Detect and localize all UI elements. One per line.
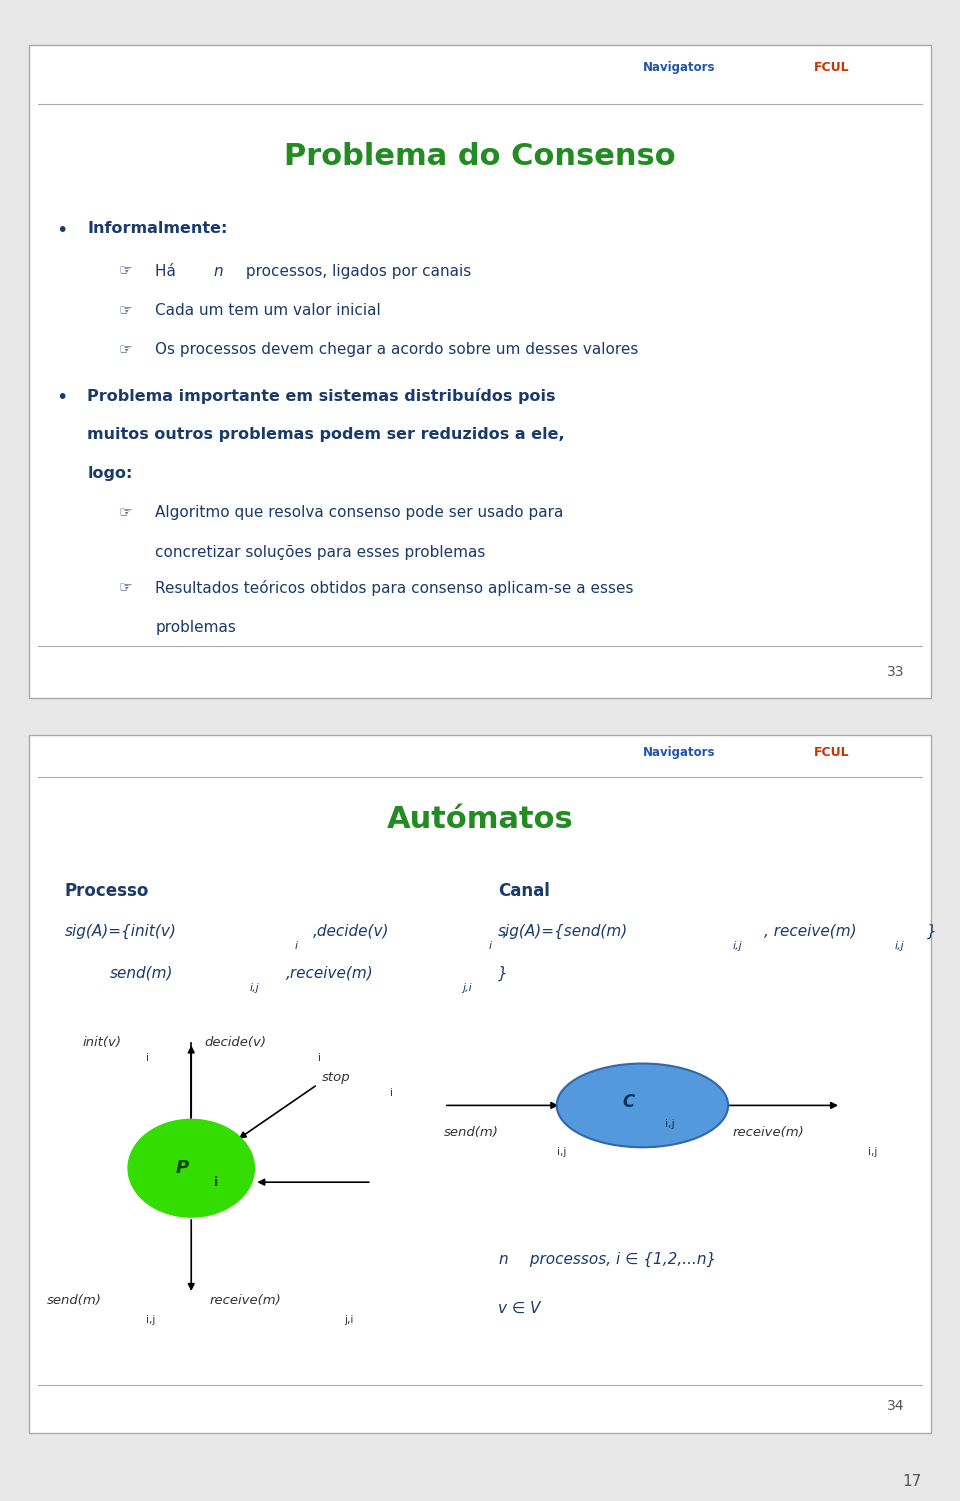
Text: ☞: ☞ (119, 581, 132, 596)
Text: processos, i ∈ {1,2,...n}: processos, i ∈ {1,2,...n} (525, 1252, 716, 1267)
Text: init(v): init(v) (83, 1036, 122, 1049)
Text: Há: Há (156, 264, 180, 279)
Text: i,j: i,j (665, 1120, 675, 1129)
Text: receive(m): receive(m) (732, 1126, 804, 1139)
Text: ,: , (503, 925, 508, 940)
Text: j,i: j,i (345, 1315, 354, 1325)
Text: Informalmente:: Informalmente: (87, 221, 228, 236)
Text: logo:: logo: (87, 467, 132, 482)
Text: •: • (56, 387, 67, 407)
Text: ☞: ☞ (119, 342, 132, 357)
Text: muitos outros problemas podem ser reduzidos a ele,: muitos outros problemas podem ser reduzi… (87, 426, 565, 441)
Text: send(m): send(m) (47, 1294, 102, 1307)
Text: i: i (489, 941, 492, 952)
Text: concretizar soluções para esses problemas: concretizar soluções para esses problema… (156, 545, 486, 560)
Text: C: C (623, 1093, 635, 1111)
Text: n: n (498, 1252, 508, 1267)
Text: i: i (295, 941, 299, 952)
Text: i,j: i,j (250, 983, 259, 994)
Text: Resultados teóricos obtidos para consenso aplicam-se a esses: Resultados teóricos obtidos para consens… (156, 581, 634, 596)
Text: i,j: i,j (895, 941, 905, 952)
Text: Problema importante em sistemas distribuídos pois: Problema importante em sistemas distribu… (87, 387, 556, 404)
Text: j,i: j,i (462, 983, 471, 994)
Text: send(m): send(m) (110, 965, 174, 980)
Text: receive(m): receive(m) (209, 1294, 281, 1307)
Text: Algoritmo que resolva consenso pode ser usado para: Algoritmo que resolva consenso pode ser … (156, 506, 564, 521)
Text: i: i (390, 1088, 393, 1097)
Text: ☞: ☞ (119, 264, 132, 279)
Text: 34: 34 (887, 1399, 904, 1412)
Text: ☞: ☞ (119, 303, 132, 318)
Text: , receive(m): , receive(m) (764, 925, 857, 940)
Text: v ∈ V: v ∈ V (498, 1301, 540, 1316)
Text: i,j: i,j (557, 1147, 566, 1157)
Text: 17: 17 (902, 1474, 922, 1489)
Text: send(m): send(m) (444, 1126, 499, 1139)
Text: Problema do Consenso: Problema do Consenso (284, 141, 676, 171)
Text: i,j: i,j (146, 1315, 156, 1325)
Text: i: i (146, 1054, 149, 1063)
Text: Processo: Processo (65, 883, 149, 901)
Text: Navigators: Navigators (642, 746, 715, 760)
Text: sig(A)={send(m): sig(A)={send(m) (498, 925, 628, 940)
Text: i,j: i,j (732, 941, 742, 952)
Text: Autómatos: Autómatos (387, 805, 573, 833)
Text: FCUL: FCUL (814, 62, 850, 75)
Text: ,decide(v): ,decide(v) (313, 925, 390, 940)
Text: decide(v): decide(v) (204, 1036, 267, 1049)
Text: Canal: Canal (498, 883, 550, 901)
Circle shape (128, 1120, 254, 1217)
Text: i: i (214, 1175, 218, 1189)
Text: Cada um tem um valor inicial: Cada um tem um valor inicial (156, 303, 381, 318)
Text: problemas: problemas (156, 620, 236, 635)
Text: ☞: ☞ (119, 506, 132, 521)
Text: processos, ligados por canais: processos, ligados por canais (241, 264, 471, 279)
Text: FCUL: FCUL (814, 746, 850, 760)
Text: Os processos devem chegar a acordo sobre um desses valores: Os processos devem chegar a acordo sobre… (156, 342, 638, 357)
Text: sig(A)={init(v): sig(A)={init(v) (65, 925, 177, 940)
Text: •: • (56, 221, 67, 240)
Text: }: } (926, 925, 936, 940)
Text: P: P (176, 1159, 189, 1177)
Text: 33: 33 (887, 665, 904, 678)
Text: stop: stop (322, 1070, 350, 1084)
Text: Navigators: Navigators (642, 62, 715, 75)
Text: n: n (214, 264, 224, 279)
Text: i,j: i,j (868, 1147, 877, 1157)
Ellipse shape (557, 1064, 728, 1147)
Text: i: i (318, 1054, 321, 1063)
Text: }: } (498, 965, 508, 982)
Text: ,receive(m): ,receive(m) (286, 965, 373, 980)
